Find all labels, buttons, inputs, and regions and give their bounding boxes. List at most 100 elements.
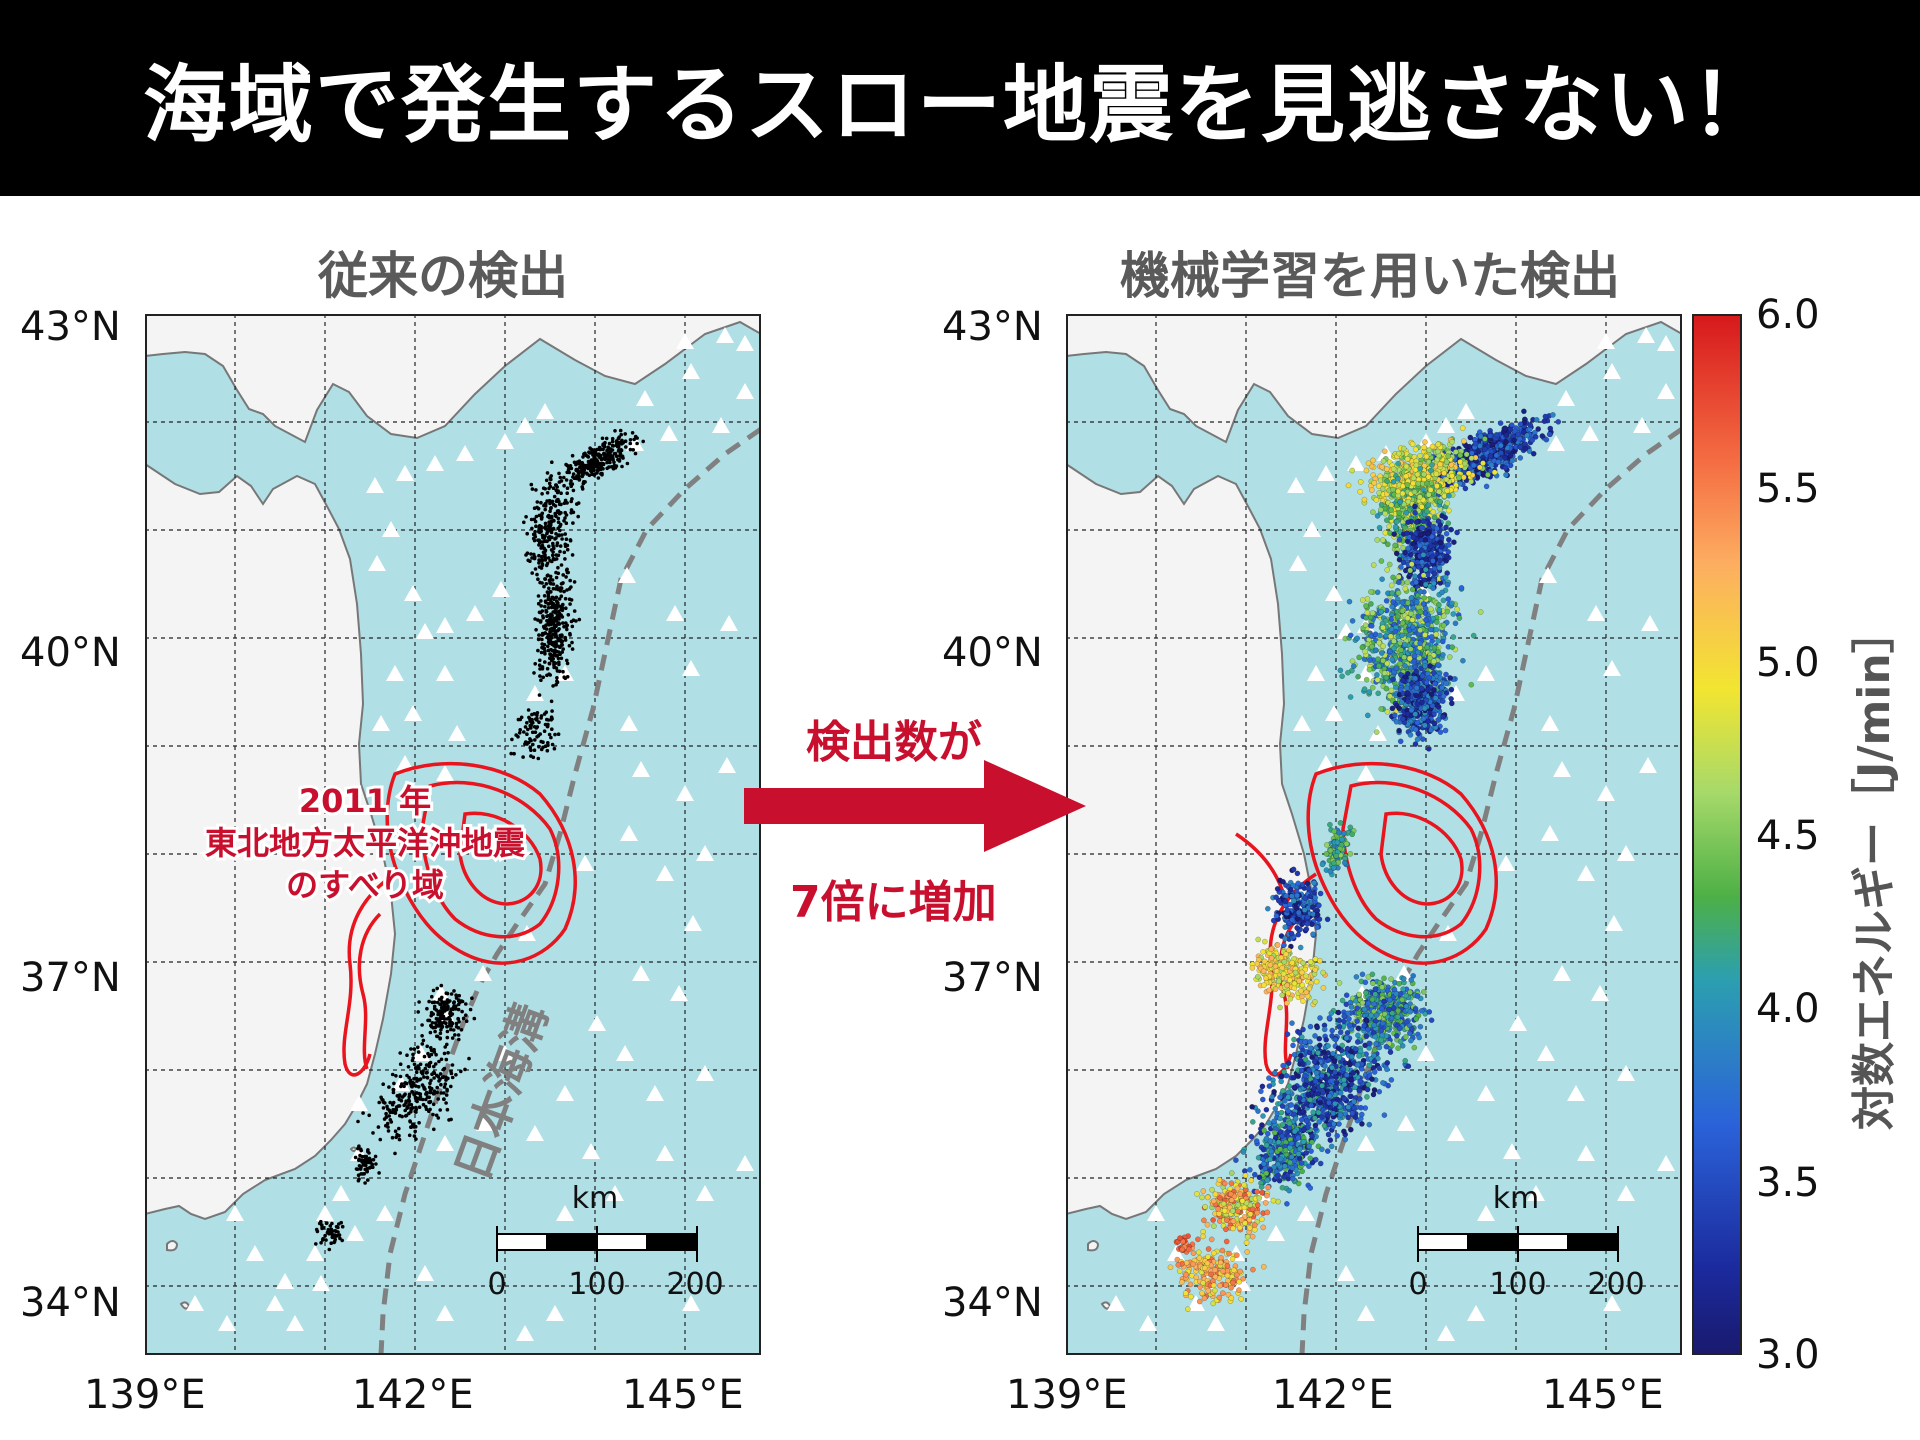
event-dot	[545, 491, 550, 495]
event-dot	[556, 571, 561, 576]
event-dot	[1395, 579, 1402, 586]
event-dot	[1396, 450, 1402, 457]
event-dot	[1398, 699, 1405, 706]
annotation-line-1: 2011 年	[299, 782, 431, 820]
event-dot	[423, 1066, 428, 1071]
event-dot	[414, 1076, 419, 1081]
station-icon	[266, 1295, 284, 1311]
event-dot	[1542, 413, 1549, 420]
station-icon	[556, 1085, 574, 1101]
event-dot	[1417, 588, 1424, 595]
event-dot	[450, 1063, 455, 1067]
event-dot	[561, 669, 565, 674]
event-dot	[562, 501, 567, 505]
event-dot	[1419, 736, 1426, 742]
station-icon	[1477, 1085, 1495, 1101]
event-dot	[539, 566, 544, 570]
event-dot	[1282, 924, 1289, 930]
station-icon	[426, 455, 444, 471]
event-dot	[1517, 455, 1524, 461]
event-dot	[559, 563, 564, 567]
event-dot	[1445, 536, 1452, 543]
event-dot	[357, 1164, 362, 1168]
event-dot	[408, 1119, 412, 1123]
event-dot	[1349, 658, 1356, 664]
event-dot	[1457, 452, 1464, 459]
event-dot	[522, 730, 526, 734]
event-dot	[429, 1013, 434, 1018]
station-icon	[1467, 1305, 1485, 1321]
event-dot	[563, 544, 568, 548]
event-dot	[1366, 666, 1373, 673]
event-dot	[1502, 454, 1508, 461]
event-dot	[1448, 700, 1455, 707]
event-dot	[540, 515, 544, 520]
event-dot	[555, 669, 560, 673]
event-dot	[523, 725, 528, 729]
event-dot	[521, 755, 525, 759]
event-dot	[1382, 529, 1389, 536]
event-dot	[1384, 567, 1391, 573]
event-dot	[1382, 510, 1389, 517]
event-dot	[355, 1167, 360, 1171]
event-dot	[1363, 615, 1370, 621]
event-dot	[1532, 434, 1539, 440]
station-icon	[636, 390, 654, 406]
event-dot	[1440, 651, 1446, 658]
event-dot	[432, 1050, 437, 1054]
event-dot	[1349, 467, 1356, 474]
event-dot	[545, 471, 550, 475]
event-dot	[1390, 599, 1396, 605]
event-dot	[444, 1075, 448, 1080]
event-dot	[605, 460, 609, 465]
event-dot	[1403, 509, 1410, 516]
event-dot	[431, 1112, 435, 1117]
event-dot	[427, 999, 431, 1004]
event-dot	[549, 500, 554, 504]
event-dot	[567, 643, 572, 648]
event-dot	[1387, 633, 1394, 640]
event-dot	[547, 641, 552, 645]
event-dot	[1437, 461, 1443, 468]
event-dot	[436, 1097, 441, 1101]
event-dot	[373, 1154, 378, 1159]
event-dot	[436, 1012, 440, 1017]
event-dot	[410, 1106, 415, 1110]
event-dot	[1365, 460, 1372, 467]
station-icon	[246, 1245, 264, 1261]
event-dot	[1391, 712, 1398, 719]
event-dot	[454, 1024, 459, 1029]
station-icon	[660, 425, 678, 441]
event-dot	[1346, 598, 1353, 605]
event-dot	[1404, 481, 1411, 488]
event-dot	[1427, 606, 1434, 612]
event-dot	[571, 488, 576, 493]
event-dot	[454, 1073, 458, 1077]
event-dot	[550, 709, 554, 713]
event-dot	[604, 436, 609, 441]
event-dot	[1398, 647, 1404, 653]
event-dot	[386, 1129, 391, 1133]
event-dot	[1301, 907, 1308, 913]
event-dot	[559, 634, 563, 639]
event-dot	[467, 1056, 471, 1061]
station-icon	[1553, 761, 1571, 777]
event-dot	[1522, 445, 1529, 452]
event-dot	[1377, 506, 1384, 513]
event-dot	[552, 546, 556, 550]
event-dot	[631, 448, 635, 452]
event-dot	[419, 1070, 424, 1074]
event-dot	[555, 676, 559, 680]
station-icon	[376, 1205, 394, 1221]
event-dot	[1437, 729, 1444, 735]
event-dot	[1421, 444, 1427, 451]
event-dot	[432, 1000, 437, 1004]
event-dot	[1377, 632, 1383, 639]
event-dot	[543, 577, 547, 581]
station-icon	[582, 1143, 600, 1159]
event-dot	[537, 558, 541, 562]
event-dot	[1435, 662, 1441, 668]
event-dot	[1527, 422, 1534, 428]
event-dot	[1526, 448, 1533, 455]
event-dot	[558, 586, 563, 591]
